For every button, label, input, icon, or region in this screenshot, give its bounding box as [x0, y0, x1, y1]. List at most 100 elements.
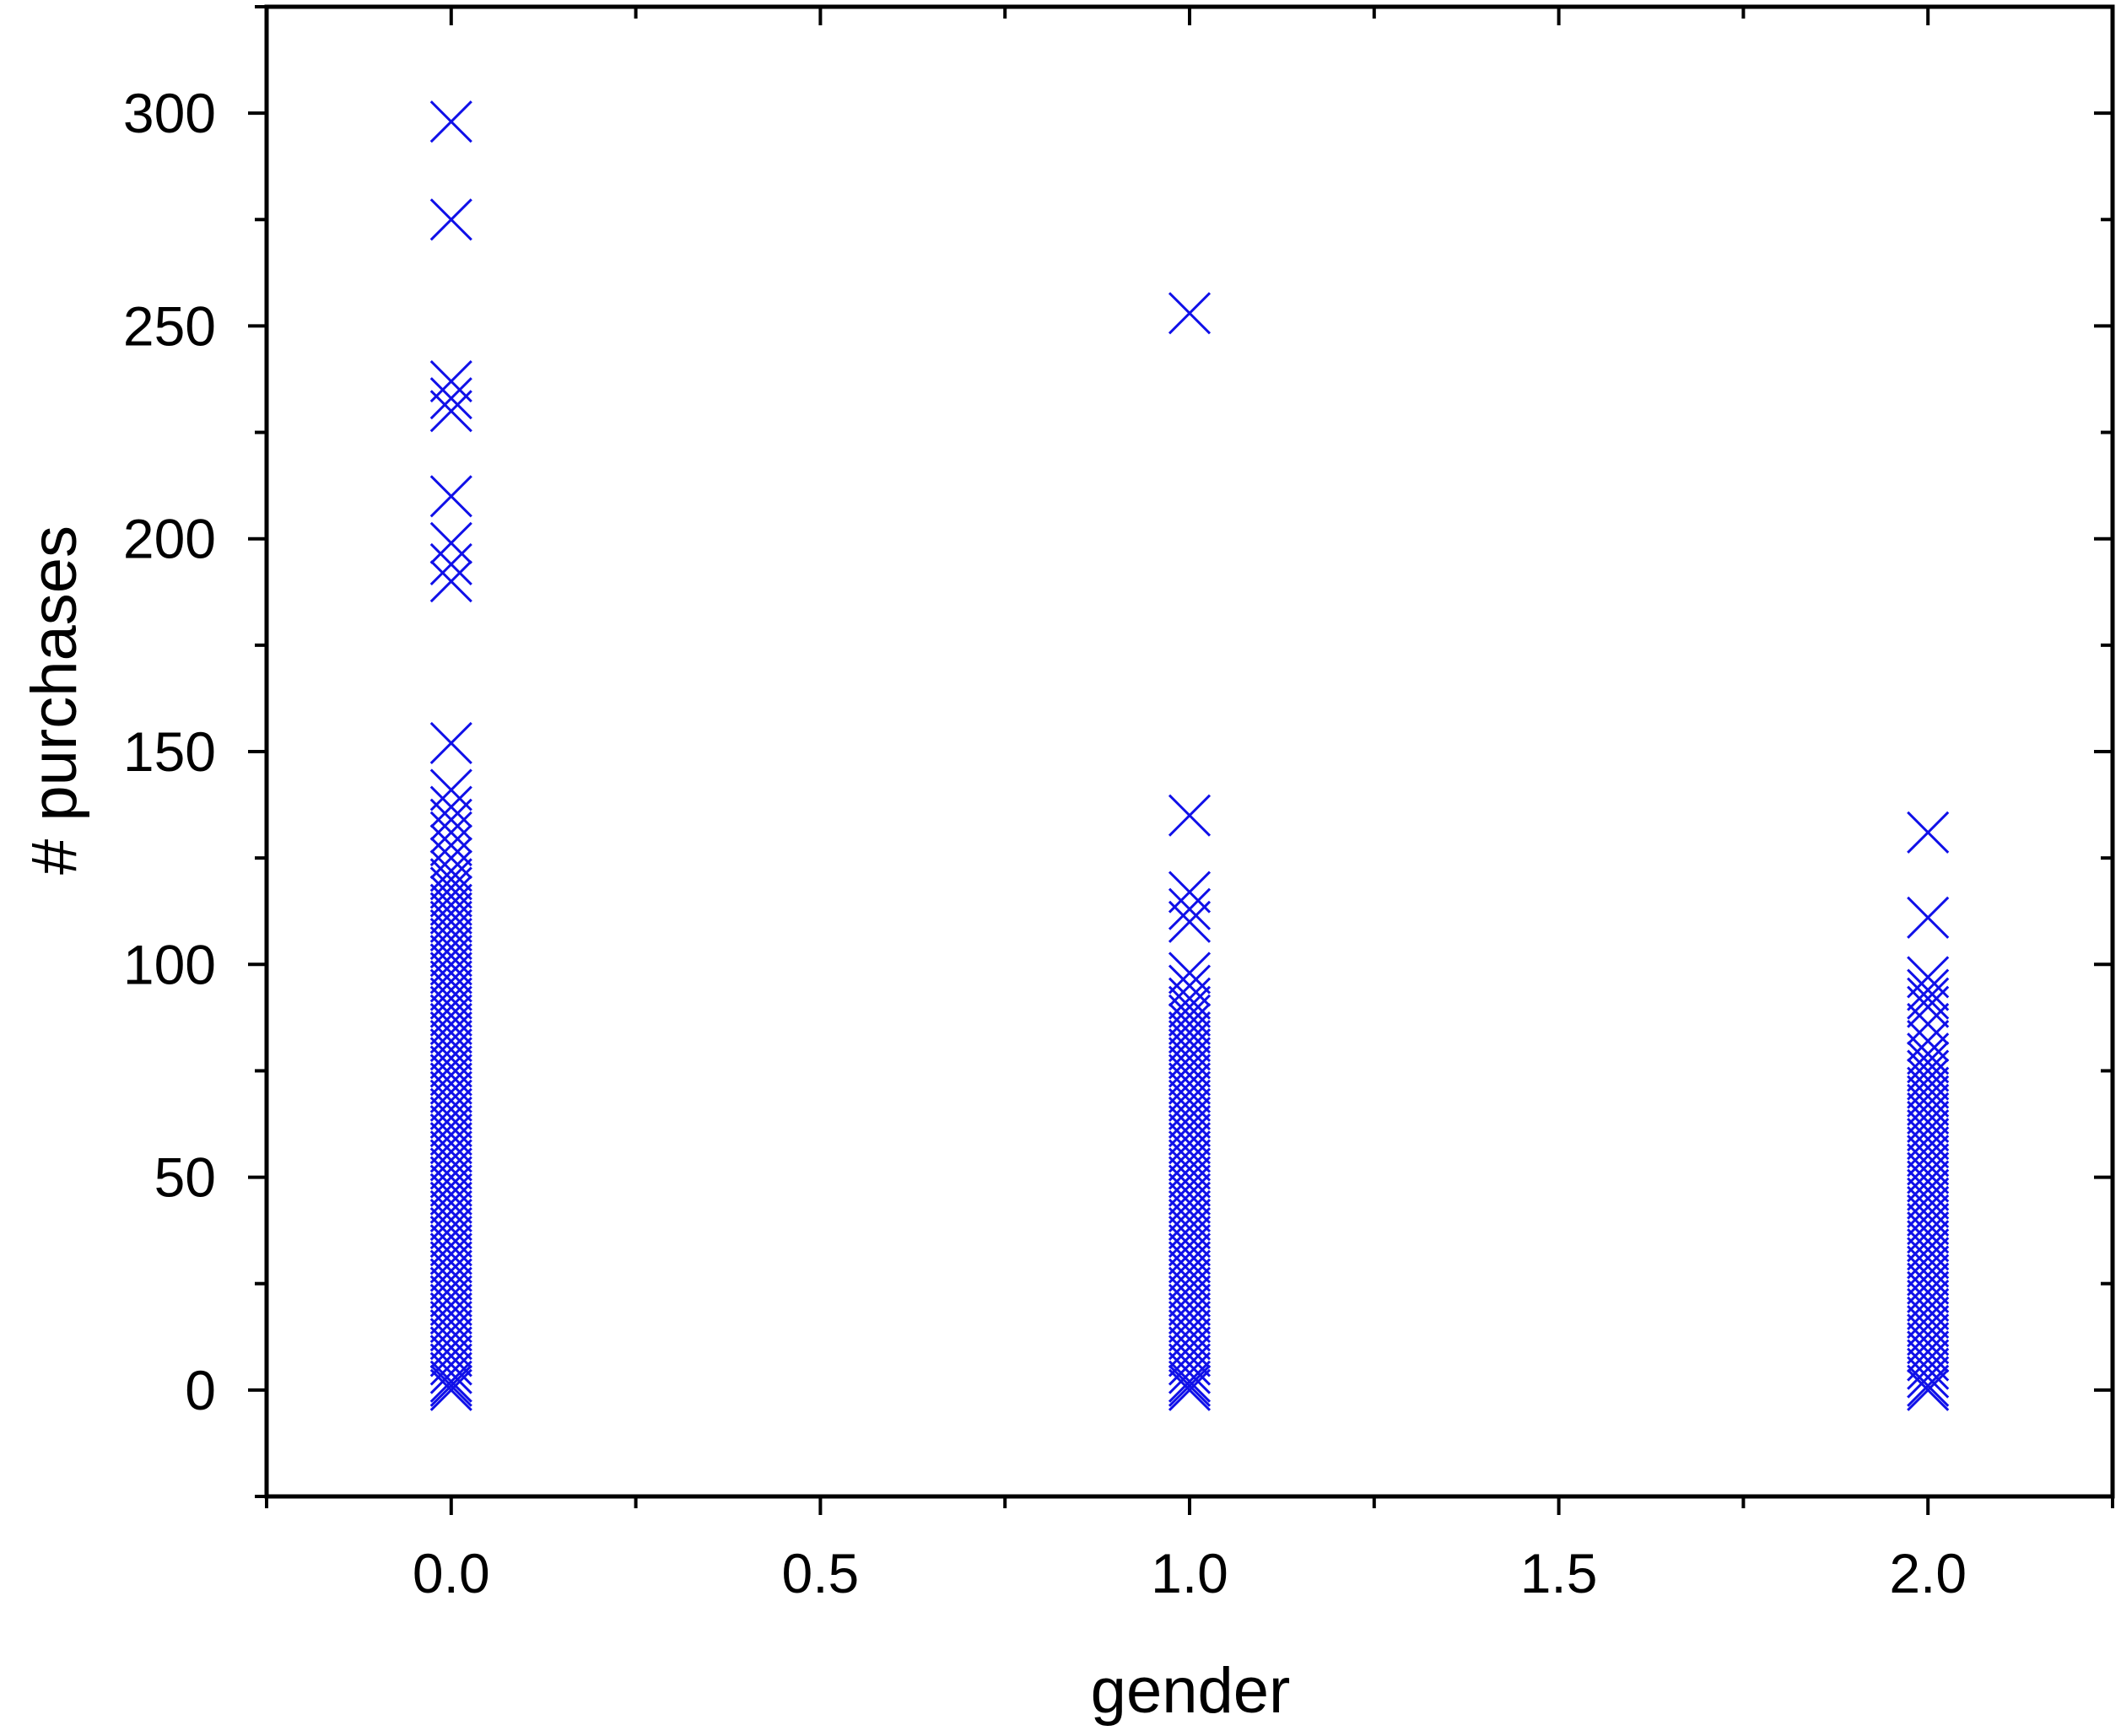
- data-point-x-marker: [1168, 1011, 1212, 1054]
- data-point-x-marker: [1907, 977, 1950, 1020]
- data-point-x-marker: [1907, 1262, 1950, 1305]
- data-point-x-marker: [1168, 1122, 1212, 1165]
- data-point-x-marker: [429, 943, 472, 986]
- data-point-x-marker: [1907, 1058, 1950, 1101]
- data-point-x-marker: [429, 875, 472, 918]
- data-point-x-marker: [1168, 794, 1212, 837]
- y-tick-label: 0: [185, 1359, 216, 1421]
- x-tick-label: 1.5: [1520, 1542, 1598, 1604]
- x-tick-label: 2.0: [1889, 1542, 1967, 1604]
- data-point-x-marker: [1168, 292, 1212, 335]
- data-point-x-marker: [1907, 1368, 1950, 1411]
- data-point-x-marker: [1907, 1270, 1950, 1313]
- data-point-x-marker: [1907, 1020, 1950, 1063]
- y-tick-label: 200: [123, 508, 216, 570]
- data-point-x-marker: [429, 1291, 472, 1335]
- data-point-x-marker: [429, 960, 472, 1003]
- data-point-x-marker: [1907, 1253, 1950, 1297]
- data-point-x-marker: [1168, 900, 1212, 943]
- y-tick-label: 100: [123, 933, 216, 995]
- y-tick-label: 150: [123, 720, 216, 783]
- data-point-x-marker: [1168, 1139, 1212, 1182]
- x-axis-title: gender: [1091, 1655, 1291, 1727]
- data-point-x-marker: [1168, 1147, 1212, 1190]
- data-point-x-marker: [429, 1070, 472, 1113]
- data-point-x-marker: [429, 1360, 472, 1403]
- data-point-x-marker: [429, 1130, 472, 1173]
- x-tick-label: 1.0: [1151, 1542, 1228, 1604]
- data-point-x-marker: [429, 1198, 472, 1242]
- data-point-x-marker: [429, 1283, 472, 1327]
- data-point-x-marker: [1907, 1211, 1950, 1254]
- data-point-x-marker: [429, 1173, 472, 1216]
- data-point-x-marker: [429, 1309, 472, 1352]
- data-point-x-marker: [1168, 1291, 1212, 1335]
- data-point-x-marker: [429, 968, 472, 1011]
- data-point-x-marker: [1907, 1220, 1950, 1263]
- data-point-x-marker: [1907, 1305, 1950, 1348]
- data-point-x-marker: [1907, 1330, 1950, 1373]
- data-point-x-marker: [429, 721, 472, 764]
- data-point-x-marker: [1168, 1045, 1212, 1088]
- data-point-x-marker: [1168, 887, 1212, 930]
- data-point-x-marker: [1907, 1203, 1950, 1246]
- data-point-x-marker: [429, 1037, 472, 1080]
- data-point-x-marker: [1907, 1118, 1950, 1161]
- data-point-x-marker: [1168, 1301, 1212, 1344]
- data-point-x-marker: [1168, 1343, 1212, 1386]
- data-point-x-marker: [429, 390, 472, 433]
- data-point-x-marker: [429, 1364, 472, 1407]
- data-point-x-marker: [1168, 1275, 1212, 1318]
- data-point-x-marker: [429, 1002, 472, 1045]
- data-point-x-marker: [429, 1054, 472, 1097]
- data-point-x-marker: [429, 1351, 472, 1394]
- data-point-x-marker: [429, 1147, 472, 1190]
- data-point-x-marker: [1168, 1079, 1212, 1122]
- data-point-x-marker: [1168, 1360, 1212, 1403]
- data-point-x-marker: [429, 1241, 472, 1284]
- data-point-x-marker: [1168, 1096, 1212, 1139]
- y-tick-label: 300: [123, 82, 216, 144]
- data-point-x-marker: [1907, 1083, 1950, 1126]
- data-points: [429, 100, 1950, 1411]
- data-point-x-marker: [1907, 1100, 1950, 1144]
- data-point-x-marker: [429, 560, 472, 603]
- data-point-x-marker: [429, 1249, 472, 1292]
- data-point-x-marker: [429, 1275, 472, 1318]
- data-point-x-marker: [1907, 1322, 1950, 1365]
- data-point-x-marker: [429, 198, 472, 241]
- data-point-x-marker: [1907, 1364, 1950, 1407]
- x-tick-label: 0.5: [782, 1542, 860, 1604]
- data-point-x-marker: [429, 1011, 472, 1054]
- data-point-x-marker: [1168, 1156, 1212, 1199]
- data-point-x-marker: [1907, 1160, 1950, 1203]
- data-point-x-marker: [429, 1258, 472, 1301]
- data-point-x-marker: [429, 521, 472, 564]
- data-point-x-marker: [429, 1087, 472, 1130]
- data-point-x-marker: [1907, 1002, 1950, 1045]
- data-point-x-marker: [429, 1266, 472, 1309]
- data-point-x-marker: [1907, 1313, 1950, 1356]
- data-point-x-marker: [429, 917, 472, 961]
- data-point-x-marker: [1168, 1266, 1212, 1309]
- data-point-x-marker: [1907, 1049, 1950, 1092]
- data-point-x-marker: [429, 892, 472, 935]
- data-point-x-marker: [1168, 1054, 1212, 1097]
- data-point-x-marker: [1168, 1020, 1212, 1063]
- data-point-x-marker: [1168, 1130, 1212, 1173]
- data-point-x-marker: [429, 1062, 472, 1105]
- data-point-x-marker: [1168, 1258, 1212, 1301]
- data-point-x-marker: [1907, 1066, 1950, 1109]
- data-point-x-marker: [1168, 1232, 1212, 1275]
- data-point-x-marker: [429, 1216, 472, 1259]
- data-point-x-marker: [1907, 985, 1950, 1028]
- data-point-x-marker: [429, 100, 472, 143]
- data-point-x-marker: [429, 1224, 472, 1267]
- data-point-x-marker: [429, 977, 472, 1020]
- data-point-x-marker: [429, 1301, 472, 1344]
- x-tick-label: 0.0: [413, 1542, 490, 1604]
- y-tick-label: 50: [154, 1146, 216, 1209]
- data-point-x-marker: [1168, 1164, 1212, 1207]
- data-point-x-marker: [1907, 1287, 1950, 1331]
